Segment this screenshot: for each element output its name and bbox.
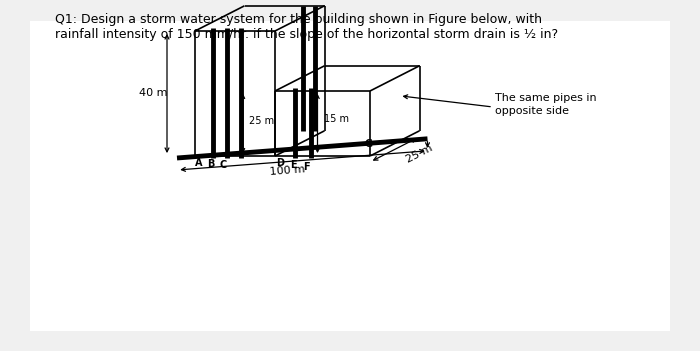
Text: The same pipes in: The same pipes in (495, 93, 596, 103)
Text: 25 m: 25 m (249, 115, 274, 126)
Text: C: C (219, 160, 227, 170)
Bar (30, 21, 670, 331)
Text: B: B (207, 159, 215, 169)
Text: Q1: Design a storm water system for the building shown in Figure below, with: Q1: Design a storm water system for the … (55, 13, 542, 26)
Text: opposite side: opposite side (495, 106, 569, 116)
Text: F: F (302, 162, 309, 172)
Text: E: E (290, 160, 296, 170)
Text: 100 m: 100 m (270, 164, 305, 177)
Text: 40 m: 40 m (139, 88, 167, 99)
Text: D: D (276, 158, 284, 168)
Text: rainfall intensity of 150 mm/hr. if the slope of the horizontal storm drain is ½: rainfall intensity of 150 mm/hr. if the … (55, 28, 558, 41)
Text: A: A (195, 158, 203, 168)
Text: G: G (365, 139, 372, 149)
Text: 15 m: 15 m (325, 114, 349, 125)
Text: 25 m: 25 m (405, 143, 435, 164)
